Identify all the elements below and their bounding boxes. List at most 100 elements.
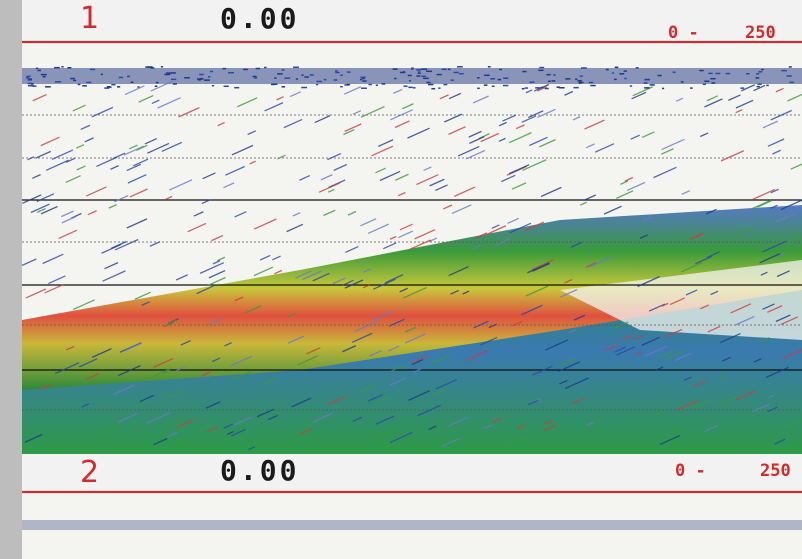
echo-dot (451, 79, 454, 81)
echo-dot (208, 76, 210, 78)
echo-dot (28, 85, 34, 87)
range-start: 0 - (668, 23, 699, 43)
echo-dot (252, 76, 256, 78)
echo-dot (453, 72, 458, 74)
echo-dot (86, 82, 91, 84)
echo-dot (362, 80, 366, 82)
echo-dot (277, 73, 283, 75)
echo-dot (334, 79, 338, 81)
echo-dot (614, 79, 617, 81)
echo-dot (428, 84, 433, 86)
echo-dot (551, 80, 555, 82)
echo-dot (282, 86, 286, 88)
echo-dot (789, 82, 794, 84)
echo-dot (70, 78, 75, 80)
echo-dot (368, 84, 371, 86)
echo-dot (548, 80, 551, 82)
surface-echo (22, 520, 802, 530)
echo-dot (82, 85, 87, 87)
echo-dot (73, 80, 76, 82)
echosounder-screen: 1 0.00 0 - 250 2 0.00 0 - 250 (0, 0, 802, 559)
echo-dot (416, 69, 421, 71)
channel-number: 2 (80, 455, 99, 490)
echo-dot (360, 79, 362, 81)
echo-dot (137, 86, 139, 88)
echo-dot (54, 67, 60, 69)
echo-dot (413, 87, 416, 89)
echo-dot (766, 85, 769, 87)
echo-dot (274, 77, 276, 79)
echo-dot (756, 73, 759, 75)
echo-dot (577, 80, 581, 82)
echo-dot (173, 83, 177, 85)
echo-dot (228, 72, 234, 74)
echo-dot (459, 73, 464, 75)
echo-dot (503, 77, 508, 79)
echo-dot (316, 84, 318, 86)
echo-dot (310, 74, 314, 76)
echo-dot (301, 87, 307, 89)
echo-dot (490, 78, 495, 80)
echo-dot (161, 66, 163, 68)
echo-dot (155, 86, 158, 88)
echo-dot (361, 87, 367, 89)
echo-dot (272, 83, 277, 85)
echo-dot (90, 69, 95, 71)
echo-dot (184, 77, 190, 79)
echo-dot (131, 81, 134, 83)
echo-dot (575, 78, 577, 80)
echo-dot (615, 67, 619, 69)
echo-dot (234, 87, 239, 89)
echo-dot (525, 87, 528, 89)
echo-dot (606, 69, 609, 71)
echo-dot (484, 75, 490, 77)
echo-dot (581, 67, 587, 69)
left-edge (0, 0, 22, 559)
echo-dot (710, 78, 715, 80)
echo-dot (418, 73, 422, 75)
echo-dot (381, 83, 385, 85)
echo-dot (624, 70, 627, 72)
echo-dot (789, 66, 792, 68)
echo-dot (484, 84, 488, 86)
echo-dot (708, 73, 712, 75)
echo-dot (781, 70, 786, 72)
echo-dot (426, 82, 430, 84)
echo-dot (204, 79, 210, 81)
echo-dot (553, 74, 556, 76)
echo-dot (787, 75, 792, 77)
echo-dot (636, 67, 639, 69)
echo-dot (119, 77, 123, 79)
echo-dot (127, 76, 130, 78)
echo-dot (457, 66, 463, 68)
echo-dot (757, 86, 760, 88)
echo-dot (535, 87, 540, 89)
echo-dot (400, 72, 405, 74)
echo-dot (164, 74, 170, 76)
echo-dot (409, 80, 411, 82)
echo-dot (442, 69, 447, 71)
echo-dot (27, 76, 31, 78)
echo-dot (43, 76, 46, 78)
channel-number: 1 (80, 1, 99, 36)
echo-dot (223, 68, 226, 70)
echo-dot (408, 75, 412, 77)
echo-dot (644, 82, 648, 84)
echo-dot (488, 66, 491, 68)
echo-dot (411, 68, 413, 70)
echo-dot (156, 82, 158, 84)
echo-dot (340, 86, 343, 88)
echo-dot (492, 86, 495, 88)
echo-dot (650, 84, 655, 86)
echo-dot (304, 76, 309, 78)
echo-dot (293, 66, 299, 68)
echo-dot (67, 67, 71, 69)
echo-dot (437, 74, 442, 76)
echo-dot (580, 75, 583, 77)
echo-dot (408, 87, 412, 89)
echo-dot (243, 69, 248, 71)
echo-dot (199, 74, 204, 76)
echo-dot (301, 74, 303, 76)
echo-dot (335, 70, 338, 72)
echo-dot (645, 79, 650, 81)
